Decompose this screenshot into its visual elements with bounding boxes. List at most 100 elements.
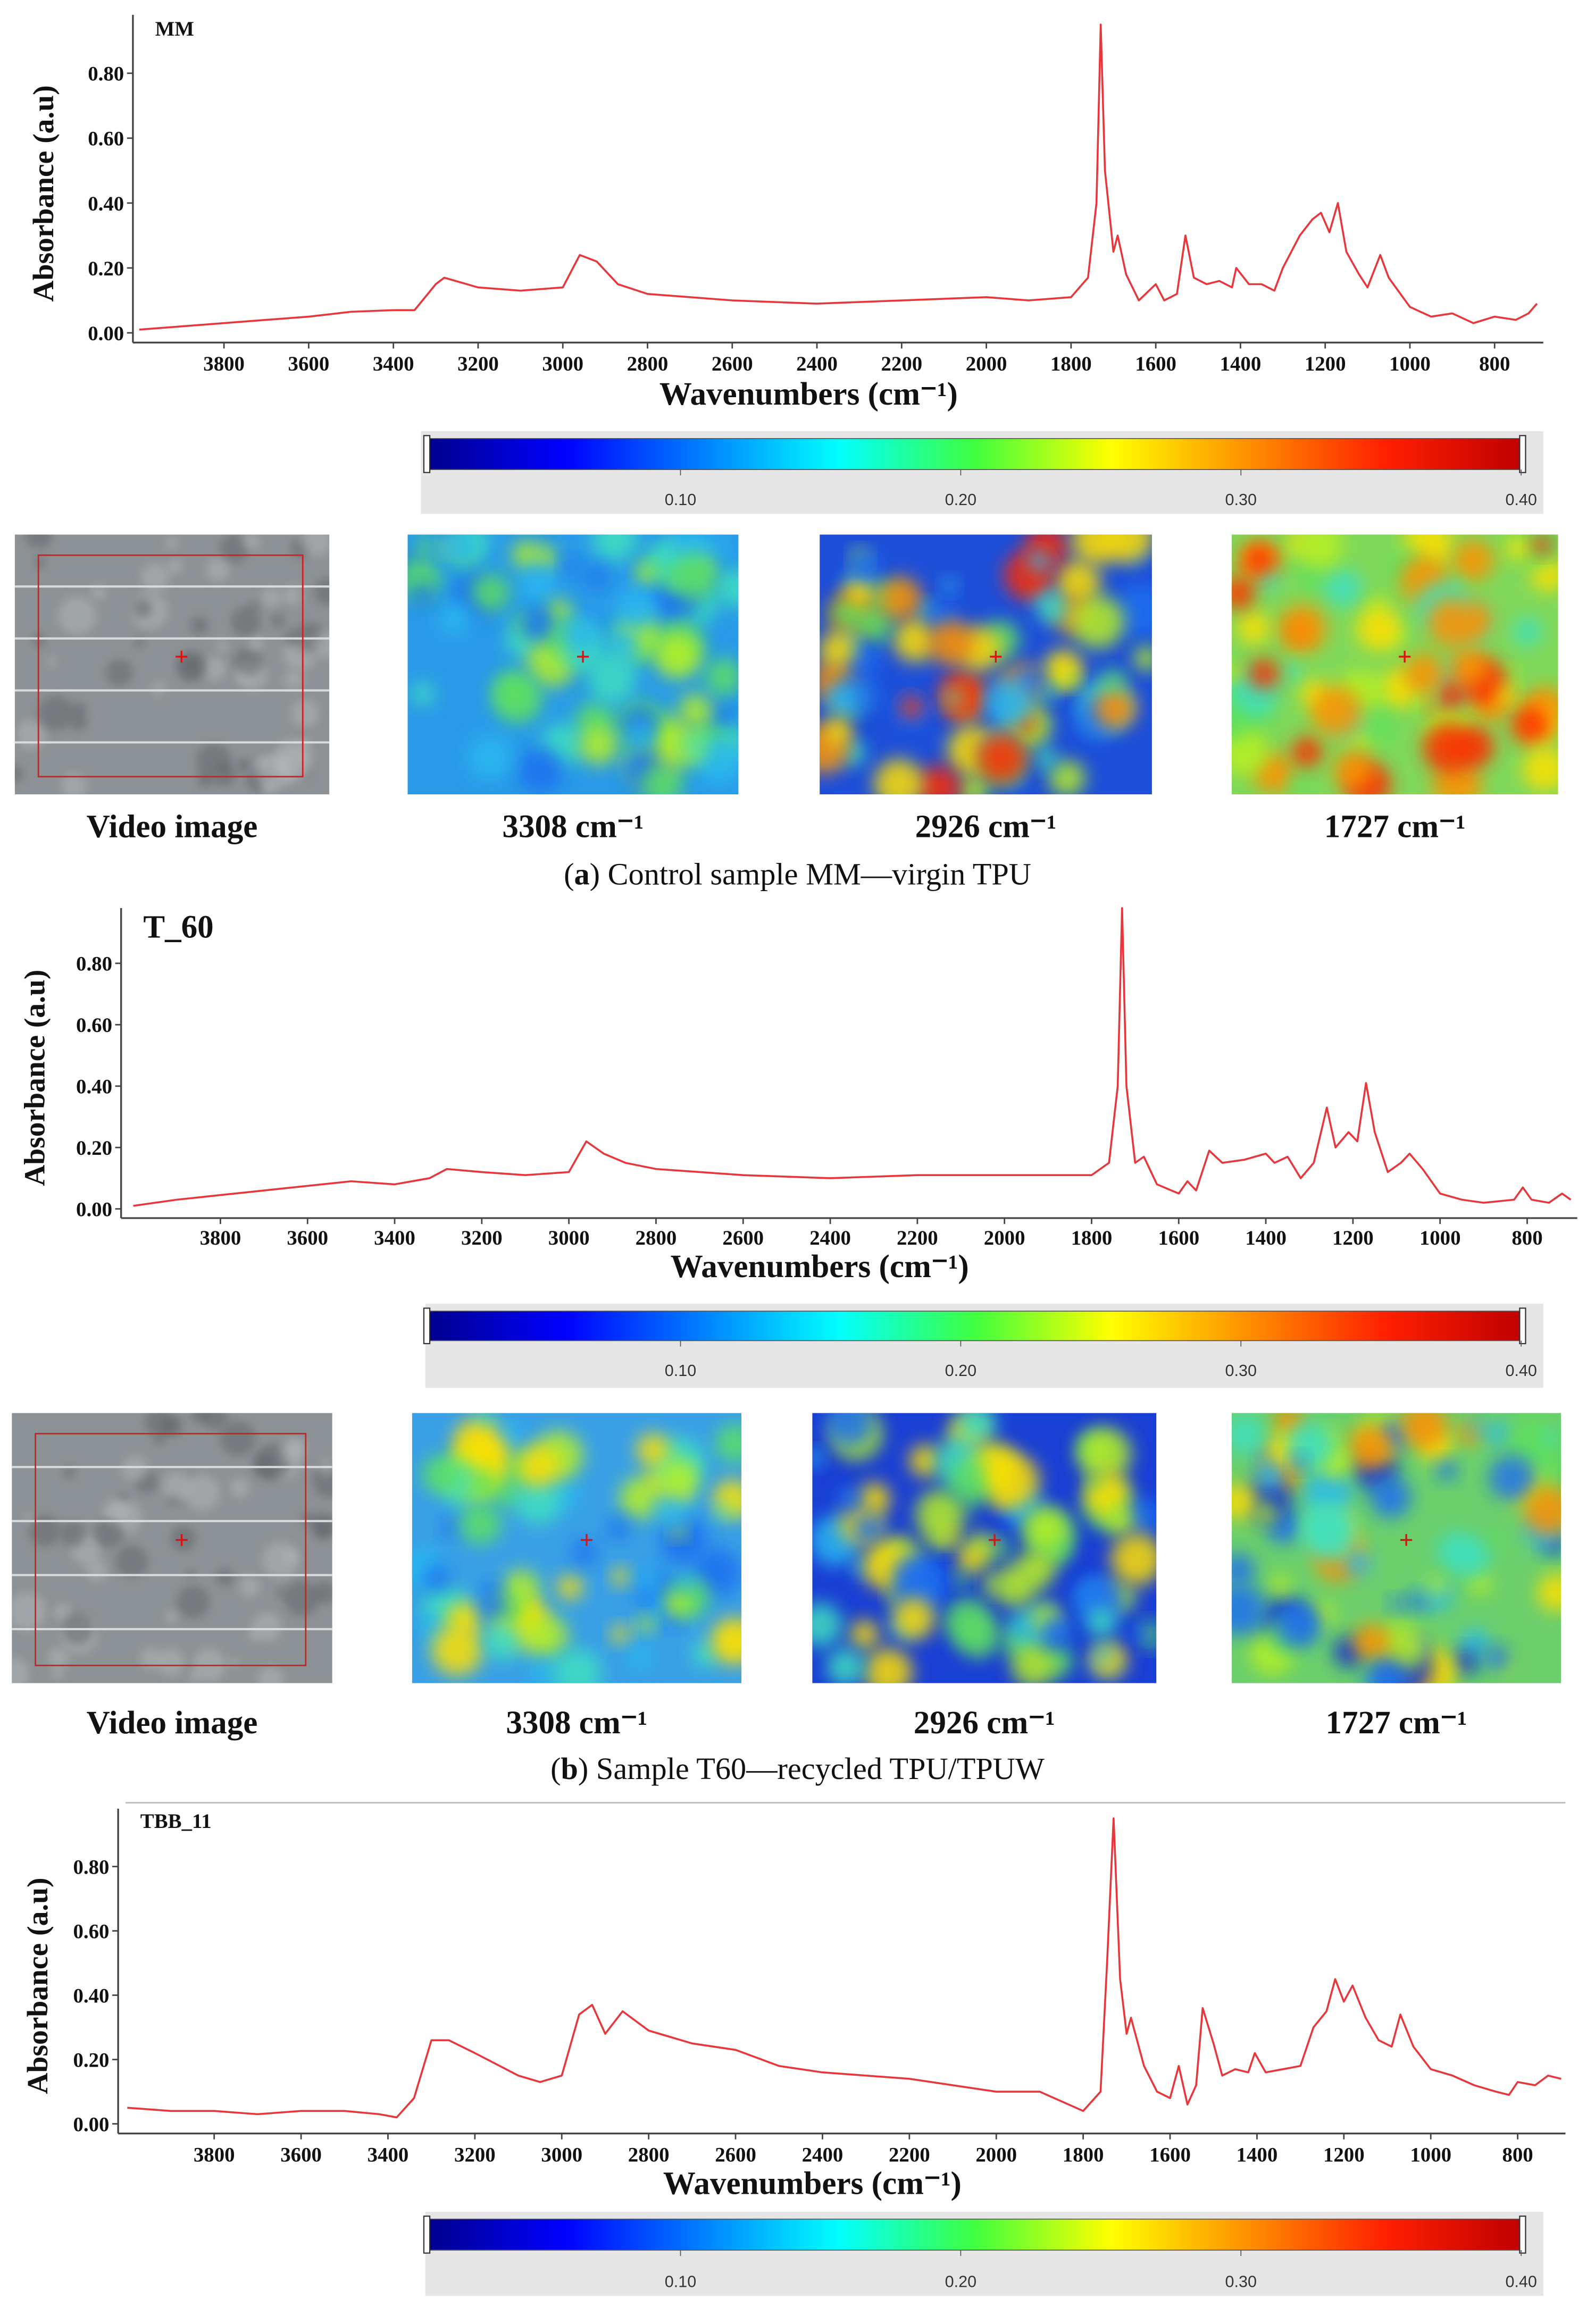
map-blob [1376, 1622, 1427, 1672]
map-blob [512, 541, 540, 569]
texture [34, 557, 46, 568]
texture [239, 1576, 260, 1597]
colorbar-tick-label: 0.40 [1505, 2272, 1536, 2291]
texture [300, 1512, 316, 1527]
map-blob [823, 716, 853, 745]
map-blob [483, 1581, 503, 1599]
map-blob [636, 1433, 670, 1467]
texture [16, 719, 46, 750]
map-blob [522, 1614, 568, 1660]
map-blob [880, 577, 922, 620]
x-tick-label: 1400 [1245, 1227, 1287, 1249]
map-blob [893, 617, 938, 662]
y-tick-label: 0.20 [76, 1137, 112, 1160]
map-blob [612, 1567, 630, 1586]
y-axis-label: Absorbance (a.u) [19, 970, 51, 1186]
x-tick-label: 800 [1479, 353, 1510, 375]
map-blob [1487, 1532, 1506, 1551]
map-blob [946, 689, 963, 707]
map-blob [1055, 559, 1101, 606]
texture [91, 585, 106, 600]
map-blob [619, 1477, 662, 1519]
map-blob [1110, 1533, 1157, 1585]
texture [189, 1672, 200, 1683]
map-blob [585, 652, 637, 703]
map-blob [1511, 704, 1551, 745]
texture [63, 1465, 76, 1479]
map-blob [579, 726, 619, 765]
y-tick-label: 0.60 [73, 1920, 109, 1943]
cursor-cross [176, 650, 188, 663]
texture [242, 534, 260, 550]
map-blob [710, 706, 732, 727]
map-blob [1248, 658, 1279, 690]
texture [255, 1444, 291, 1480]
map-blob [954, 1571, 970, 1587]
x-tick-label: 2000 [984, 1227, 1025, 1249]
map-blob [1103, 669, 1125, 691]
texture [47, 657, 57, 666]
chemical-map [407, 534, 739, 795]
texture [47, 1648, 69, 1669]
panel-caption: Video image [87, 809, 258, 845]
chemical-map [812, 1413, 1157, 1683]
map-blob [1451, 1649, 1477, 1675]
subcaption-part: b [561, 1751, 578, 1786]
colorbar-tick-label: 0.40 [1505, 1362, 1536, 1380]
map-blob [1401, 1413, 1448, 1449]
map-blob [1254, 1502, 1277, 1525]
texture [12, 1592, 46, 1631]
cursor-cross [1399, 650, 1411, 663]
map-blob [1231, 577, 1255, 610]
x-tick-label: 3600 [287, 1227, 328, 1249]
colorbar-handle [423, 2216, 431, 2254]
texture [314, 577, 330, 606]
x-tick-label: 2000 [966, 353, 1007, 375]
map-blob [1425, 1575, 1447, 1596]
cursor-cross [1400, 1534, 1413, 1546]
map-blob [1231, 1414, 1265, 1455]
x-tick-label: 2000 [975, 2143, 1017, 2166]
texture [86, 1559, 107, 1581]
map-blob [1231, 661, 1240, 679]
texture [14, 765, 24, 783]
map-blob [947, 1460, 995, 1508]
map-blob [812, 1449, 823, 1467]
colorbar-handle [423, 1307, 431, 1345]
map-blob [825, 1413, 874, 1447]
map-blob [900, 696, 923, 718]
y-axis-label: Absorbance (a.u) [22, 1877, 54, 2094]
texture [271, 614, 285, 628]
x-tick-label: 2400 [802, 2143, 844, 2166]
map-blob [411, 682, 435, 706]
map-blob [983, 678, 1033, 728]
map-blob [1102, 534, 1152, 564]
map-blob [1231, 1483, 1258, 1521]
subcaption: (a) Control sample MM—virgin TPU [564, 857, 1031, 891]
map-blob [1231, 1553, 1255, 1587]
x-tick-label: 3200 [461, 1227, 503, 1249]
texture [252, 1612, 282, 1642]
panel-caption: 1727 cm⁻¹ [1324, 809, 1466, 845]
map-blob [471, 573, 510, 612]
map-blob [958, 1547, 984, 1573]
map-blob [641, 763, 684, 795]
x-tick-label: 1200 [1305, 353, 1346, 375]
map-blob [693, 1548, 741, 1597]
colorbar-tick-label: 0.10 [665, 2272, 696, 2291]
x-tick-label: 2600 [715, 2143, 756, 2166]
texture [282, 585, 303, 606]
map-blob [484, 1623, 522, 1660]
texture [29, 1515, 61, 1547]
map-blob [1356, 606, 1401, 651]
texture [12, 1658, 30, 1683]
map-blob [1126, 1498, 1157, 1534]
colorbar [428, 1311, 1522, 1341]
map-blob [557, 1575, 583, 1600]
panel-caption: 2926 cm⁻¹ [914, 1705, 1055, 1741]
y-tick-label: 0.80 [73, 1856, 109, 1879]
y-axis-label: Absorbance (a.u) [28, 85, 60, 301]
texture [202, 657, 227, 681]
map-blob [670, 1523, 686, 1539]
map-blob [1024, 1507, 1067, 1550]
